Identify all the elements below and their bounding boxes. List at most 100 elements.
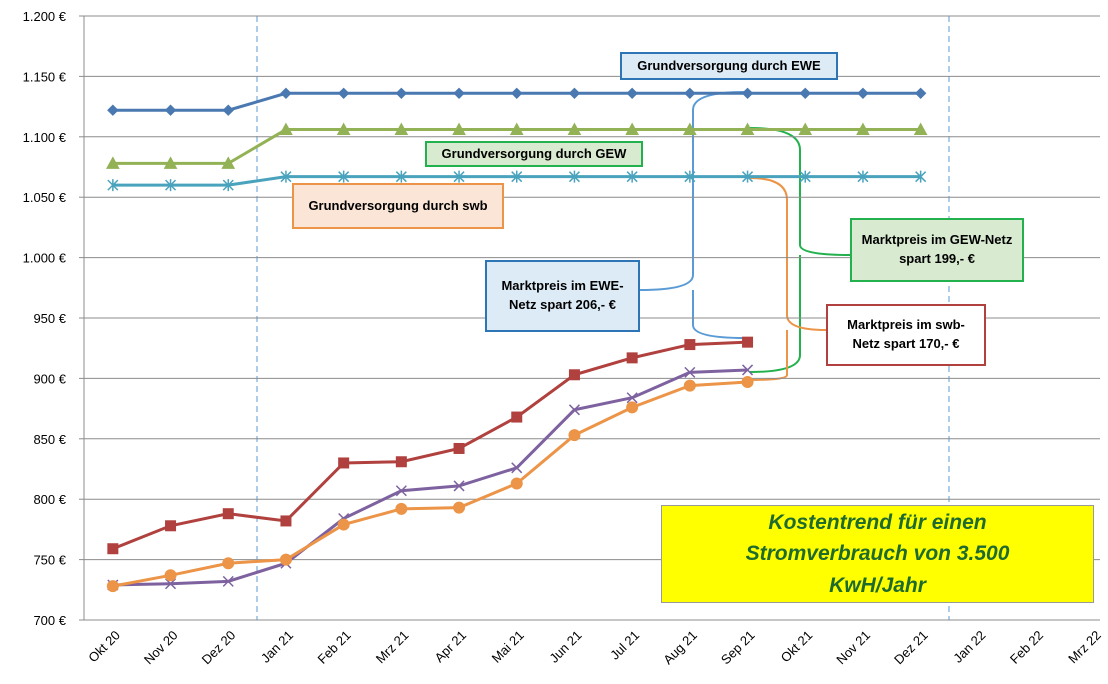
marker: [453, 87, 465, 100]
bracket: [749, 177, 827, 381]
marker: [568, 170, 580, 183]
marker: [107, 104, 119, 116]
marker: [279, 122, 293, 136]
marker: [683, 122, 697, 136]
marker: [626, 352, 638, 364]
marker: [798, 122, 813, 136]
marker: [452, 122, 466, 136]
marker: [106, 156, 120, 169]
marker: [280, 87, 292, 100]
y-tick-label: 750 €: [33, 553, 66, 568]
marker: [799, 170, 811, 183]
annotation: Grundversorgung durch swb: [292, 183, 504, 229]
marker: [741, 87, 754, 100]
marker: [625, 122, 639, 136]
series-line: [112, 340, 748, 551]
marker: [107, 543, 119, 555]
x-tick-label: Jan 22: [950, 628, 988, 666]
marker: [684, 170, 696, 183]
marker: [338, 457, 350, 469]
x-tick-label: Okt 21: [778, 628, 816, 666]
marker: [163, 156, 178, 169]
marker: [914, 87, 927, 100]
marker: [856, 122, 870, 136]
marker: [395, 456, 407, 468]
marker: [684, 366, 696, 378]
series-line: [112, 368, 748, 587]
marker: [453, 442, 465, 454]
x-tick-label: Mrz 22: [1065, 628, 1104, 667]
y-tick-label: 1.050 €: [23, 190, 67, 205]
x-tick-label: Nov 20: [141, 628, 181, 668]
marker: [338, 170, 350, 183]
marker: [684, 87, 696, 100]
y-tick-label: 850 €: [33, 432, 66, 447]
marker: [568, 369, 580, 381]
marker: [683, 379, 696, 392]
marker: [915, 170, 927, 183]
marker: [511, 170, 523, 183]
marker: [510, 477, 523, 490]
marker: [742, 364, 754, 376]
marker: [857, 170, 869, 183]
marker: [626, 170, 638, 183]
marker: [279, 553, 292, 566]
x-tick-label: Mai 21: [489, 628, 527, 666]
series-line: [112, 380, 748, 588]
x-tick-label: Feb 21: [315, 628, 354, 667]
marker: [222, 104, 234, 116]
y-tick-label: 1.150 €: [23, 69, 67, 84]
x-tick-label: Mrz 21: [373, 628, 412, 667]
marker: [511, 411, 523, 423]
marker: [740, 122, 755, 136]
marker: [337, 87, 350, 100]
annotation: Marktpreis im EWE- Netz spart 206,- €: [485, 260, 640, 332]
x-tick-label: Apr 21: [431, 628, 469, 666]
y-tick-label: 800 €: [33, 492, 66, 507]
marker: [165, 179, 177, 192]
marker: [395, 485, 407, 497]
marker: [337, 518, 350, 531]
marker: [568, 404, 580, 416]
marker: [567, 122, 582, 136]
x-tick-label: Dez 20: [199, 628, 239, 668]
y-tick-label: 1.100 €: [23, 130, 67, 145]
marker: [799, 87, 811, 100]
marker: [511, 462, 523, 474]
marker: [395, 87, 408, 100]
marker: [280, 170, 292, 183]
marker: [626, 401, 639, 414]
marker: [164, 104, 177, 116]
marker: [913, 122, 928, 136]
marker: [336, 122, 351, 136]
marker: [222, 179, 234, 192]
y-tick-label: 1.000 €: [23, 251, 67, 266]
marker: [221, 156, 236, 169]
marker: [107, 179, 119, 192]
marker: [511, 87, 523, 100]
marker: [509, 122, 524, 136]
marker: [222, 508, 234, 520]
x-tick-label: Jul 21: [607, 628, 642, 663]
annotation: Grundversorgung durch GEW: [425, 141, 643, 167]
marker: [164, 569, 177, 582]
x-tick-label: Sep 21: [718, 628, 758, 668]
marker: [742, 170, 754, 183]
marker: [453, 480, 465, 492]
marker: [626, 392, 638, 404]
x-tick-label: Jun 21: [546, 628, 584, 666]
marker: [106, 580, 119, 593]
marker: [626, 87, 638, 100]
marker: [395, 170, 407, 183]
x-tick-label: Okt 20: [85, 628, 123, 666]
marker: [568, 87, 581, 100]
marker: [453, 501, 466, 514]
x-tick-label: Jan 21: [258, 628, 296, 666]
marker: [684, 339, 696, 351]
marker: [741, 376, 754, 389]
marker: [742, 336, 754, 348]
y-tick-label: 900 €: [33, 371, 66, 386]
x-tick-label: Aug 21: [660, 628, 700, 668]
